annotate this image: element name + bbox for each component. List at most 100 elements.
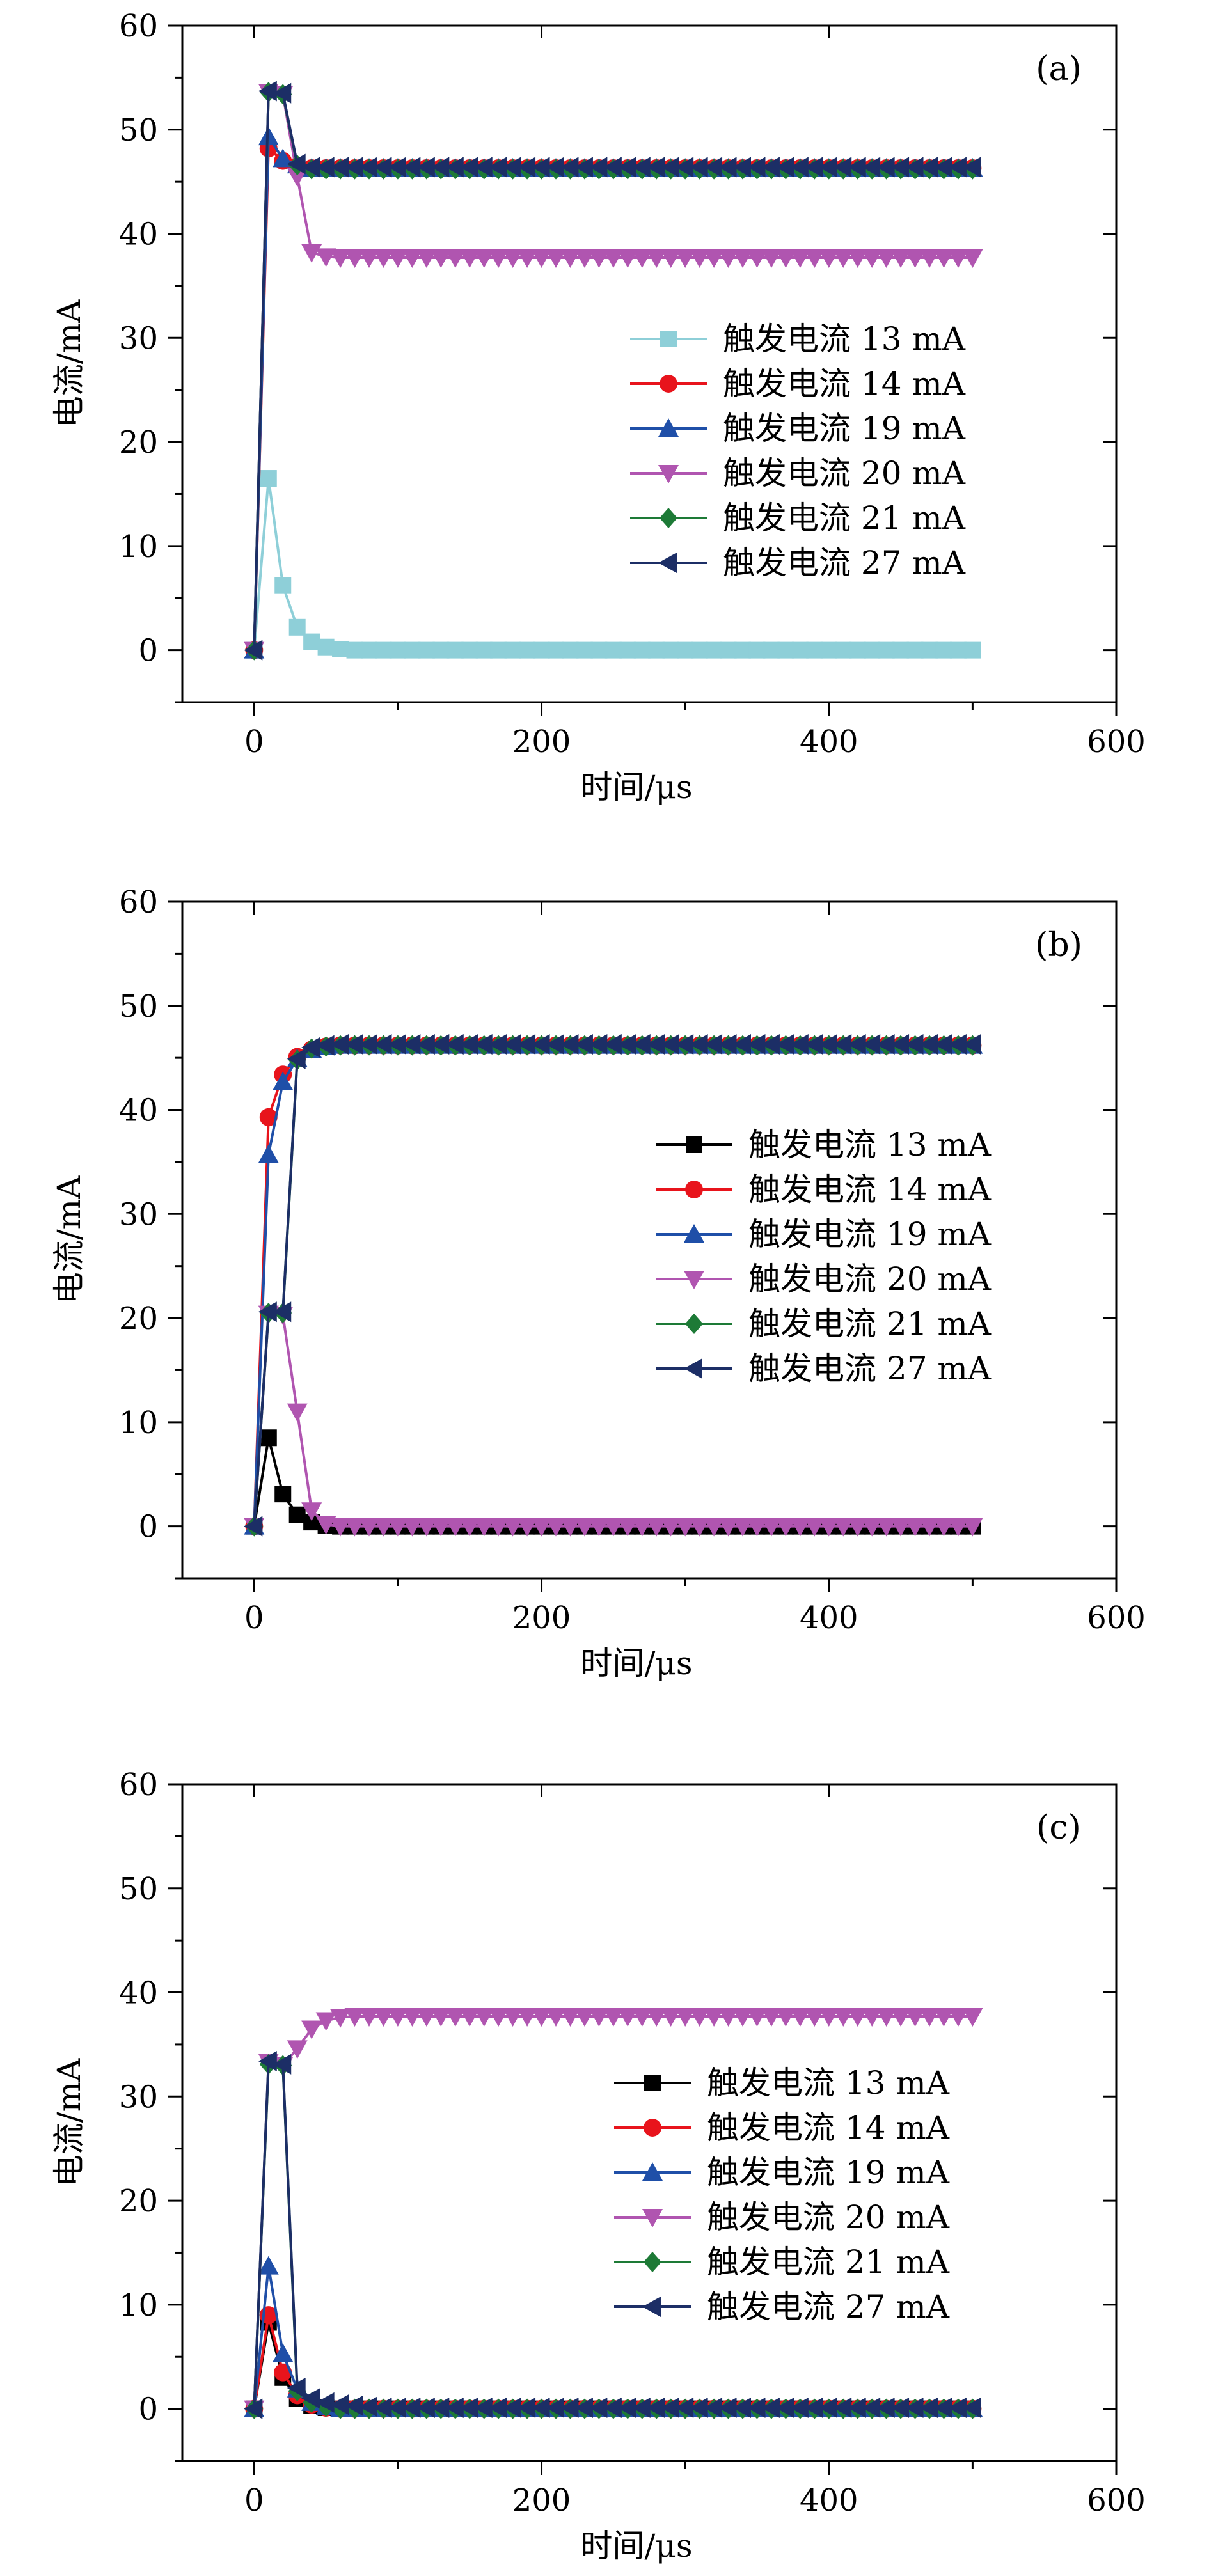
legend-label: 触发电流 14 mA [748, 1171, 992, 1208]
y-tick-label: 40 [119, 1975, 158, 2011]
data-point [473, 157, 493, 178]
data-point [404, 641, 421, 659]
data-point [732, 249, 753, 268]
data-point [689, 2007, 710, 2027]
data-point [847, 2007, 868, 2027]
data-point [660, 249, 681, 268]
data-point [416, 1518, 437, 1537]
series-line [253, 2314, 973, 2410]
data-point [890, 1518, 912, 1537]
data-point [631, 249, 652, 268]
legend-marker [660, 331, 677, 347]
data-point [287, 153, 306, 175]
data-point [590, 641, 608, 659]
data-point [947, 2397, 967, 2418]
legend-label: 触发电流 13 mA [707, 2064, 950, 2101]
data-point [706, 641, 723, 659]
data-point [646, 2397, 665, 2418]
data-point [631, 1033, 651, 1055]
data-point [315, 248, 336, 267]
data-point [375, 641, 392, 659]
data-point [387, 1518, 408, 1537]
data-point [933, 157, 952, 178]
data-point [862, 1518, 883, 1537]
data-point [502, 2397, 521, 2418]
data-point [488, 1518, 509, 1537]
data-point [862, 2397, 881, 2418]
data-point [761, 2007, 782, 2027]
data-point [517, 157, 536, 178]
data-point [574, 2397, 593, 2418]
y-tick-label: 40 [119, 217, 158, 253]
data-point [531, 1033, 550, 1055]
data-point [416, 2397, 435, 2418]
data-point [775, 249, 796, 268]
data-point [517, 2397, 536, 2418]
data-point [416, 157, 435, 178]
data-point [402, 249, 423, 268]
data-point [301, 2020, 322, 2039]
y-tick-label: 40 [119, 1093, 158, 1129]
data-point [677, 641, 694, 659]
data-point [804, 1518, 825, 1537]
data-point [258, 2050, 277, 2071]
data-point [303, 633, 320, 650]
data-point [459, 157, 478, 178]
data-point [603, 2007, 624, 2027]
data-point [964, 641, 981, 659]
data-point [818, 249, 839, 268]
data-point [905, 1033, 924, 1055]
data-point [475, 641, 493, 659]
data-point [876, 249, 897, 268]
data-point [876, 2397, 895, 2418]
data-point [446, 641, 464, 659]
data-point [704, 1518, 725, 1537]
data-point [847, 157, 866, 178]
y-tick-label: 0 [138, 1509, 158, 1545]
series-6 [244, 1033, 981, 1537]
data-point [962, 2397, 981, 2418]
plot-area [244, 1033, 983, 1537]
data-point [905, 2007, 926, 2027]
data-point [789, 157, 809, 178]
data-point [431, 249, 452, 268]
data-point [660, 1518, 681, 1537]
data-point [791, 641, 809, 659]
data-point [718, 2007, 739, 2027]
data-point [373, 1518, 394, 1537]
data-point [704, 157, 723, 178]
data-point [389, 641, 406, 659]
data-point [833, 1033, 852, 1055]
data-point [631, 157, 651, 178]
data-point [502, 249, 523, 268]
data-point [720, 641, 737, 659]
data-point [546, 1518, 566, 1537]
data-point [675, 2397, 694, 2418]
y-tick-label: 60 [119, 8, 158, 44]
legend-marker [660, 508, 677, 528]
data-point [546, 2007, 566, 2027]
data-point [789, 2007, 810, 2027]
data-point [919, 249, 940, 268]
data-point [445, 2007, 466, 2027]
data-point [947, 1033, 967, 1055]
data-point [560, 249, 581, 268]
plot-frame [181, 900, 1118, 1580]
data-point [431, 1518, 452, 1537]
legend-label: 触发电流 19 mA [723, 410, 966, 447]
data-point [359, 2396, 377, 2417]
legend-label: 触发电流 14 mA [707, 2109, 950, 2146]
data-point [789, 249, 810, 268]
data-point [933, 1033, 952, 1055]
panel-label: (b) [1035, 926, 1082, 964]
data-point [502, 1033, 521, 1055]
data-point [947, 1518, 968, 1537]
data-point [862, 2007, 883, 2027]
data-point [646, 249, 667, 268]
series-line [253, 1436, 973, 1528]
data-point [287, 1403, 308, 1422]
data-point [502, 157, 521, 178]
data-point [847, 1518, 868, 1537]
data-point [459, 2007, 480, 2027]
